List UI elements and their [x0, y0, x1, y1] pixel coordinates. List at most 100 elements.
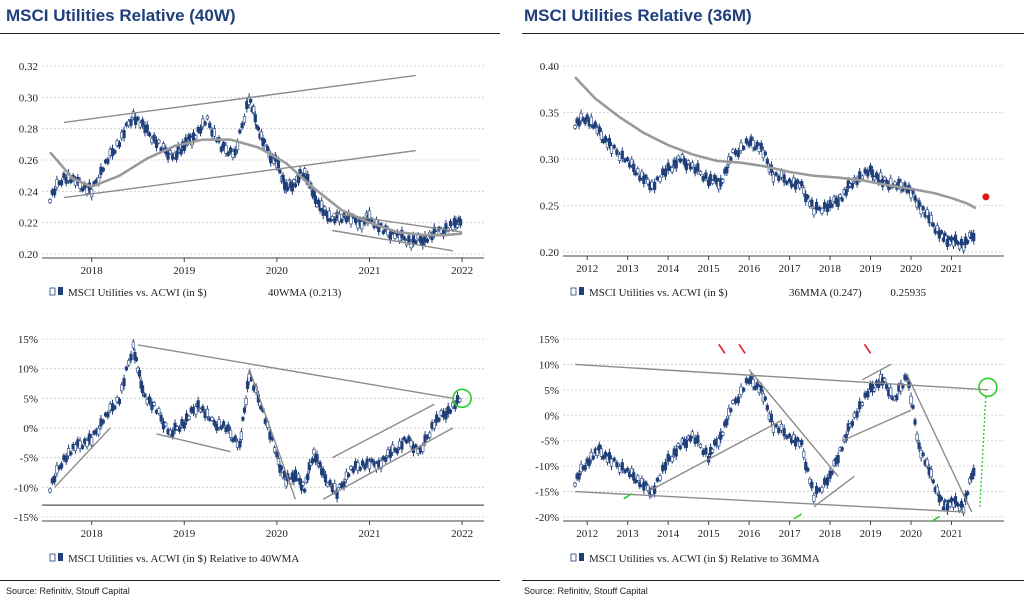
price-candle [693, 166, 697, 174]
price-candle [655, 176, 659, 181]
price-candle [595, 449, 599, 456]
legend-swatch-up [49, 287, 56, 296]
sell-arrow [863, 343, 872, 354]
x-tick-label: 2013 [617, 263, 640, 275]
price-candle [97, 427, 101, 435]
price-candle [860, 402, 865, 406]
price-candle [863, 168, 867, 174]
trendline [322, 427, 454, 500]
y-tick-label: -20% [535, 512, 559, 524]
price-candle [262, 139, 267, 143]
price-candle [316, 199, 321, 205]
price-candle [367, 210, 372, 219]
trendline [841, 409, 912, 442]
price-candle [238, 129, 242, 134]
price-candle [90, 437, 94, 446]
price-candle [630, 158, 634, 166]
price-candle [721, 179, 725, 183]
price-candle [222, 141, 226, 149]
price-candle [279, 466, 284, 470]
x-tick-label: 2013 [617, 528, 640, 540]
price-candle [612, 144, 616, 149]
y-tick-label: 0% [544, 410, 559, 422]
price-candle [276, 159, 281, 168]
y-tick-label: 0.30 [19, 92, 39, 104]
price-candle [161, 143, 166, 149]
price-candle [127, 360, 131, 366]
price-candle [448, 220, 453, 227]
price-candle [120, 384, 124, 392]
price-candle [693, 437, 697, 444]
price-candle [962, 506, 966, 514]
price-candle [69, 179, 73, 184]
price-candle [344, 217, 348, 223]
price-candle [729, 157, 733, 161]
left-bottom-rule [0, 580, 500, 581]
trendline [332, 229, 453, 252]
price-candle [113, 405, 117, 410]
price-candle [603, 136, 608, 142]
legend-label: 40WMA (0.213) [268, 287, 342, 299]
price-candle [393, 233, 397, 239]
price-candle [117, 142, 122, 148]
price-candle [312, 449, 316, 455]
buy-arrow [623, 492, 633, 500]
price-candle [812, 208, 816, 216]
price-candle [428, 432, 432, 438]
price-candle [53, 188, 57, 196]
price-candle [259, 131, 264, 139]
price-candle [609, 145, 614, 154]
legend-swatch-up [570, 553, 577, 562]
y-tick-label: -5% [541, 436, 559, 448]
trendline [248, 368, 297, 500]
price-candle [817, 488, 821, 492]
price-candle [137, 370, 142, 377]
price-candle [731, 400, 735, 404]
trendline [156, 433, 231, 453]
price-candle [636, 168, 640, 174]
price-candle [755, 141, 759, 147]
price-candle [601, 455, 605, 460]
price-candle [830, 471, 834, 475]
price-candle [736, 150, 740, 157]
price-candle [573, 125, 577, 129]
price-candle [444, 411, 448, 420]
price-candle [931, 223, 935, 227]
price-candle [968, 478, 972, 484]
price-candle [174, 153, 179, 160]
price-candle [623, 469, 627, 473]
price-candle [340, 219, 344, 223]
price-candle [828, 470, 832, 479]
price-candle [226, 152, 230, 156]
c4-chart: 15% 10% 5% 0% -5% -10% -15% -20% 2012 2013 2014 201… [535, 334, 1004, 565]
price-candle [620, 150, 624, 159]
c1-chart: 0.32 0.30 0.28 0.26 0.24 0.22 0.20 2018 2019 2020… [19, 61, 484, 299]
highlight-circle [978, 377, 998, 398]
price-candle [711, 448, 715, 453]
price-candle [626, 467, 630, 472]
legend-swatch-down [58, 553, 63, 561]
price-candle [670, 456, 674, 462]
y-tick-label: 5% [544, 385, 559, 397]
price-candle [749, 136, 753, 144]
price-candle [228, 147, 233, 153]
price-candle [751, 140, 755, 149]
y-tick-label: -5% [20, 453, 38, 465]
price-candle [210, 417, 214, 421]
price-candle [194, 406, 198, 415]
x-tick-label: 2020 [266, 528, 289, 540]
price-candle [870, 169, 875, 178]
price-candle [333, 483, 337, 492]
price-candle [823, 478, 827, 485]
price-candle [844, 433, 848, 441]
x-tick-label: 2017 [779, 528, 802, 540]
price-candle [794, 438, 798, 447]
x-tick-label: 2022 [451, 265, 473, 277]
price-candle [747, 141, 751, 147]
price-candle [913, 419, 917, 425]
price-candle [676, 155, 680, 160]
price-candle [615, 461, 619, 467]
price-candle [663, 462, 668, 471]
price-candle [414, 240, 418, 244]
